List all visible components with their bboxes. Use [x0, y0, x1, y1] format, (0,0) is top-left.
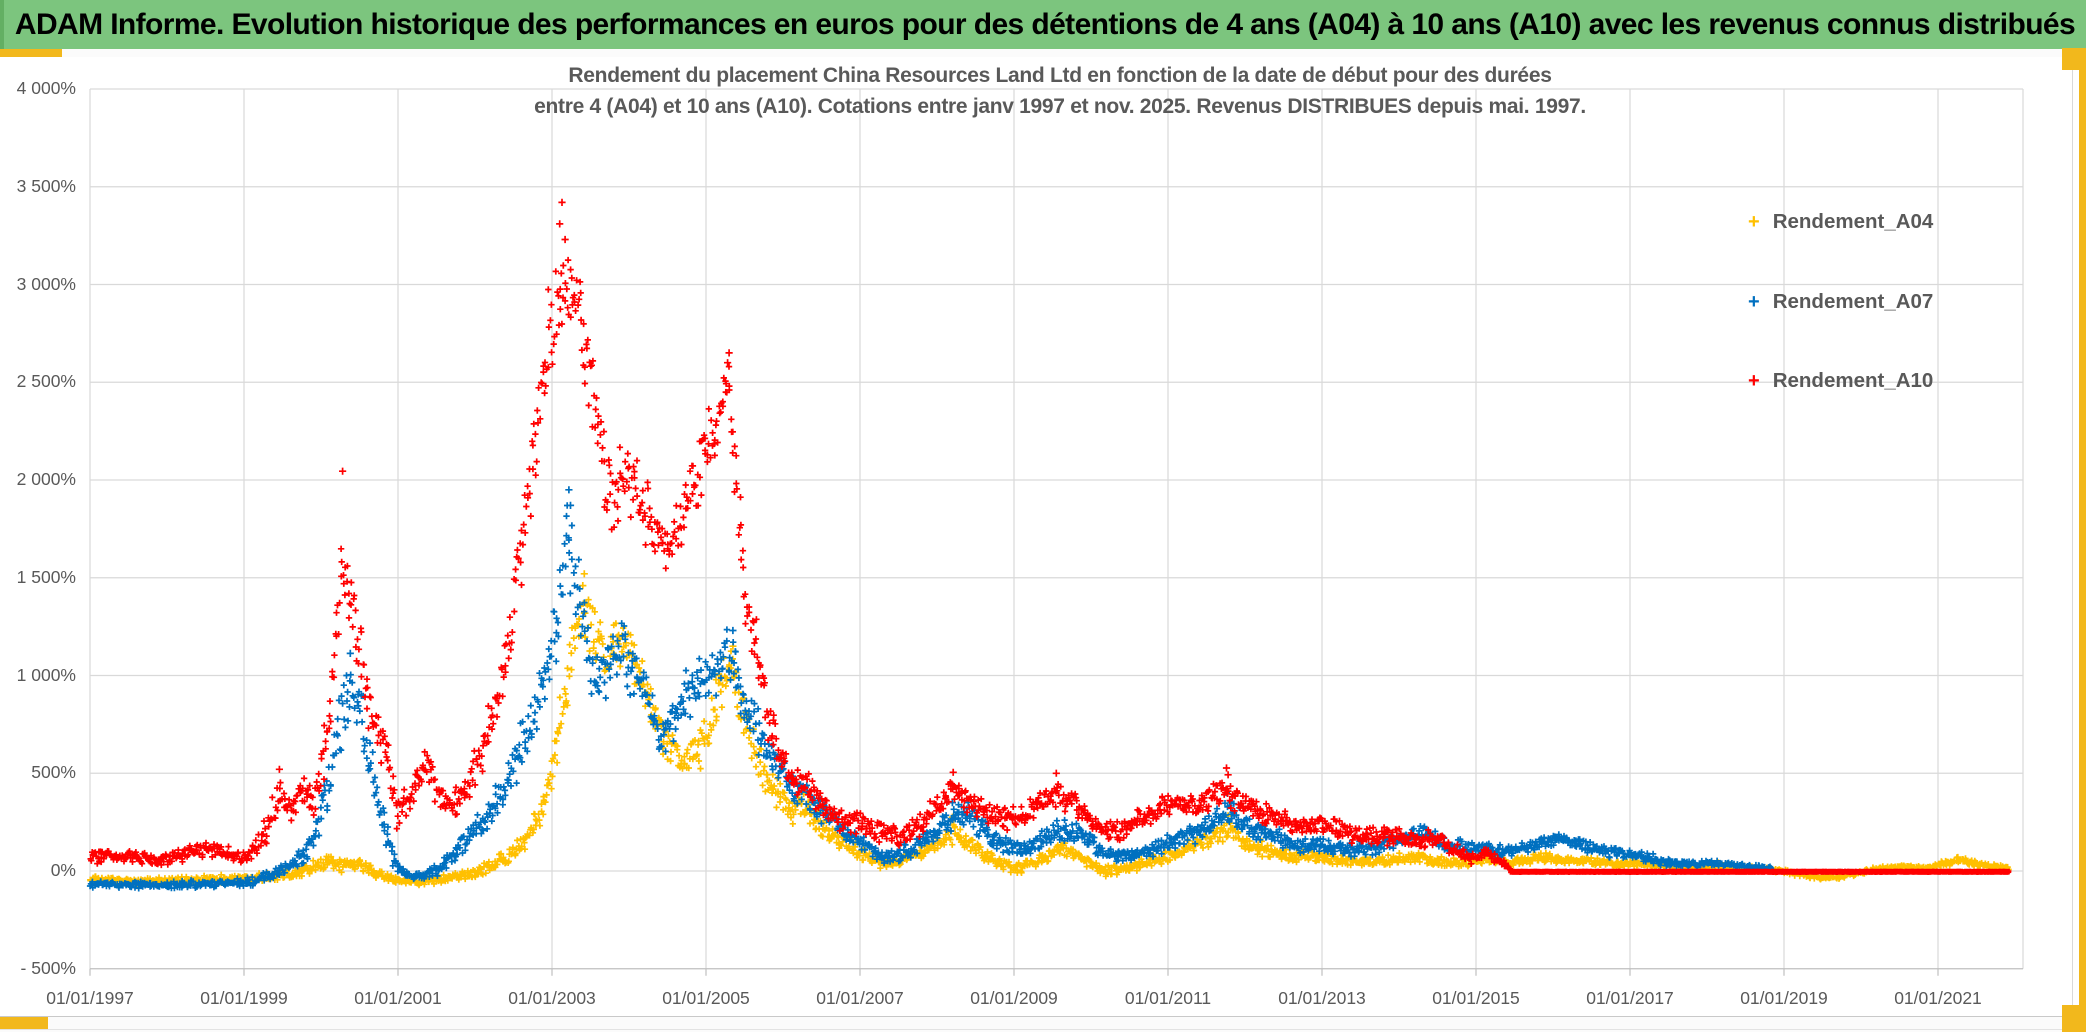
y-tick-label: 4 000%	[16, 78, 76, 98]
x-tick-label: 01/01/1997	[46, 988, 134, 1008]
y-tick-label: - 500%	[20, 958, 76, 978]
x-tick-label: 01/01/2017	[1586, 988, 1674, 1008]
x-tick-label: 01/01/2009	[970, 988, 1058, 1008]
y-tick-label: 0%	[50, 860, 76, 880]
chart-title: Rendement du placement China Resources L…	[400, 60, 1720, 122]
y-tick-label: 1 000%	[16, 665, 76, 685]
series-points-rendement_a07[interactable]	[86, 486, 1776, 892]
header-bar: ADAM Informe. Evolution historique des p…	[0, 0, 2086, 49]
legend-item-a04[interactable]: + Rendement_A04	[1748, 209, 1933, 235]
legend-label: Rendement_A10	[1772, 369, 1934, 392]
chart-frame-right-border	[2072, 57, 2073, 1016]
x-tick-label: 01/01/2007	[816, 988, 904, 1008]
chart-title-line-1: Rendement du placement China Resources L…	[568, 64, 1552, 87]
y-tick-label: 3 500%	[16, 176, 76, 196]
y-tick-label: 500%	[31, 762, 76, 782]
series-flatline-rendement_a10[interactable]	[1508, 868, 2012, 875]
accent-right-tab	[2062, 48, 2086, 70]
accent-bottom-right	[2062, 1005, 2086, 1032]
y-tick-label: 1 500%	[16, 567, 76, 587]
x-tick-label: 01/01/2019	[1740, 988, 1828, 1008]
legend-item-a10[interactable]: + Rendement_A10	[1748, 368, 1933, 394]
page-title: ADAM Informe. Evolution historique des p…	[14, 7, 2076, 41]
chart-title-line-2: entre 4 (A04) et 10 ans (A10). Cotations…	[534, 95, 1586, 118]
sheet-row-divider	[0, 1016, 2086, 1017]
plus-marker-icon: +	[1748, 211, 1760, 233]
y-tick-label: 3 000%	[16, 274, 76, 294]
x-tick-label: 01/01/2021	[1894, 988, 1982, 1008]
accent-bottom-left	[0, 1017, 48, 1029]
x-tick-label: 01/01/1999	[200, 988, 288, 1008]
legend-label: Rendement_A07	[1772, 290, 1934, 313]
accent-right-strip	[2079, 48, 2086, 1032]
gridlines	[89, 88, 2024, 976]
legend-item-a07[interactable]: + Rendement_A07	[1748, 289, 1933, 315]
plus-marker-icon: +	[1748, 370, 1760, 392]
x-tick-label: 01/01/2013	[1278, 988, 1366, 1008]
x-tick-label: 01/01/2005	[662, 988, 750, 1008]
y-tick-label: 2 000%	[16, 469, 76, 489]
accent-left-tab	[0, 49, 62, 57]
x-tick-label: 01/01/2015	[1432, 988, 1520, 1008]
x-tick-label: 01/01/2001	[354, 988, 442, 1008]
x-tick-label: 01/01/2011	[1124, 988, 1212, 1008]
legend-label: Rendement_A04	[1772, 210, 1934, 233]
sheet-row-divider-2	[0, 1029, 2086, 1030]
plus-marker-icon: +	[1748, 291, 1760, 313]
x-tick-label: 01/01/2003	[508, 988, 596, 1008]
y-tick-label: 2 500%	[16, 371, 76, 391]
series-points-rendement_a10[interactable]	[87, 198, 1514, 873]
